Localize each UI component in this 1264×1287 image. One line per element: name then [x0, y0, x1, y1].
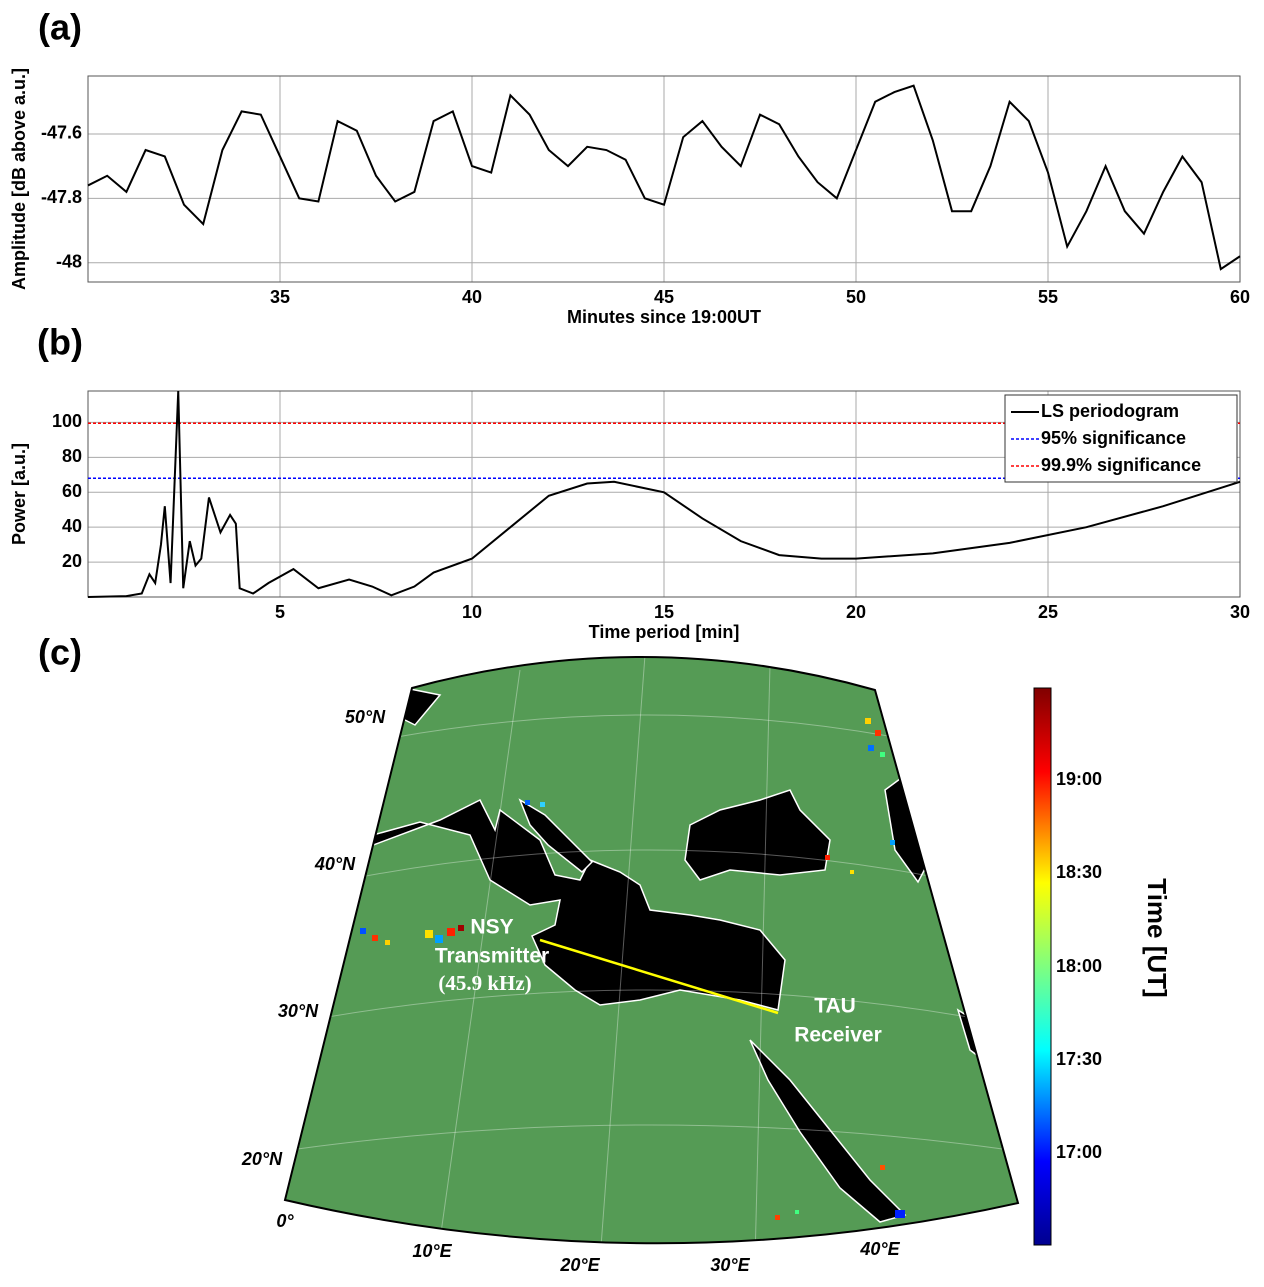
lat-label: 20°N: [241, 1149, 283, 1169]
transmitter-label: Transmitter: [435, 945, 549, 968]
transmitter-label: (45.9 kHz): [438, 971, 531, 995]
data-line: [87, 84, 1241, 271]
colorbar-tick-label: 17:00: [1056, 1142, 1102, 1162]
panel-label: (c): [38, 632, 82, 673]
colorbar-tick-label: 18:30: [1056, 862, 1102, 882]
event-dots: [360, 718, 905, 1220]
y-tick-label: 40: [62, 516, 82, 536]
graticule: [289, 656, 1011, 1244]
dot: [447, 928, 455, 936]
dot: [875, 730, 881, 736]
y-tick-label: 80: [62, 446, 82, 466]
x-tick-label: 40: [462, 287, 482, 307]
dot: [795, 1210, 799, 1214]
legend-label: LS periodogram: [1041, 401, 1179, 421]
map: [285, 656, 1018, 1244]
lon-label: 40°E: [859, 1239, 900, 1259]
x-tick-label: 10: [462, 602, 482, 622]
dot: [825, 855, 830, 860]
dot: [525, 800, 530, 805]
colorbar-label: Time [UT]: [1142, 878, 1172, 997]
axes-box: [87, 75, 1241, 283]
legend-label: 95% significance: [1041, 428, 1186, 448]
y-axis-label: Power [a.u.]: [9, 443, 29, 545]
y-tick-label: -47.6: [41, 123, 82, 143]
dot: [895, 1210, 905, 1218]
y-tick-label: -48: [56, 251, 82, 271]
dot: [372, 935, 378, 941]
x-tick-label: 20: [846, 602, 866, 622]
map-frame: [283, 656, 1020, 1245]
x-tick-label: 45: [654, 287, 674, 307]
legend-box: [1004, 394, 1238, 483]
x-tick-label: 25: [1038, 602, 1058, 622]
dot: [540, 802, 545, 807]
dot: [880, 1165, 885, 1170]
transmitter-label: NSY: [470, 916, 513, 939]
lat-label: 50°N: [345, 707, 386, 727]
colorbar-tick-label: 17:30: [1056, 1049, 1102, 1069]
lon-label: 30°E: [710, 1255, 750, 1275]
lon-label: 20°E: [559, 1255, 600, 1275]
axes-box: [87, 390, 1241, 598]
y-axis-label: Amplitude [dB above a.u.]: [9, 68, 29, 290]
receiver-label: TAU: [814, 995, 856, 1018]
x-tick-label: 5: [275, 602, 285, 622]
y-tick-label: 60: [62, 481, 82, 501]
dot: [385, 940, 390, 945]
lat-label: 40°N: [314, 854, 356, 874]
lat-label: 30°N: [278, 1001, 319, 1021]
x-tick-label: 35: [270, 287, 290, 307]
seas: [353, 687, 991, 1223]
x-tick-label: 30: [1230, 602, 1250, 622]
panel-label: (a): [38, 7, 82, 48]
data-line: [87, 390, 1241, 598]
y-tick-label: 100: [52, 411, 82, 431]
dot: [435, 935, 443, 943]
y-tick-label: -47.8: [41, 187, 82, 207]
dot: [880, 752, 885, 757]
x-axis-label: Minutes since 19:00UT: [567, 307, 761, 327]
dot: [775, 1215, 780, 1220]
dot: [865, 718, 871, 724]
colorbar-tick-label: 18:00: [1056, 956, 1102, 976]
colorbar-tick-label: 19:00: [1056, 769, 1102, 789]
dot: [868, 745, 874, 751]
dot: [850, 870, 854, 874]
colorbar: [1033, 687, 1052, 1246]
lon-label: 10°E: [412, 1241, 452, 1261]
x-axis-label: Time period [min]: [589, 622, 740, 642]
x-tick-label: 60: [1230, 287, 1250, 307]
dot: [360, 928, 366, 934]
x-tick-label: 55: [1038, 287, 1058, 307]
dot: [890, 840, 895, 845]
propagation-path: [539, 938, 779, 1015]
x-tick-label: 50: [846, 287, 866, 307]
lat-label: 0°: [276, 1211, 294, 1231]
y-tick-label: 20: [62, 551, 82, 571]
receiver-label: Receiver: [794, 1024, 882, 1047]
legend-label: 99.9% significance: [1041, 455, 1201, 475]
x-tick-label: 15: [654, 602, 674, 622]
dot: [458, 925, 464, 931]
dot: [425, 930, 433, 938]
panel-label: (b): [37, 322, 83, 363]
